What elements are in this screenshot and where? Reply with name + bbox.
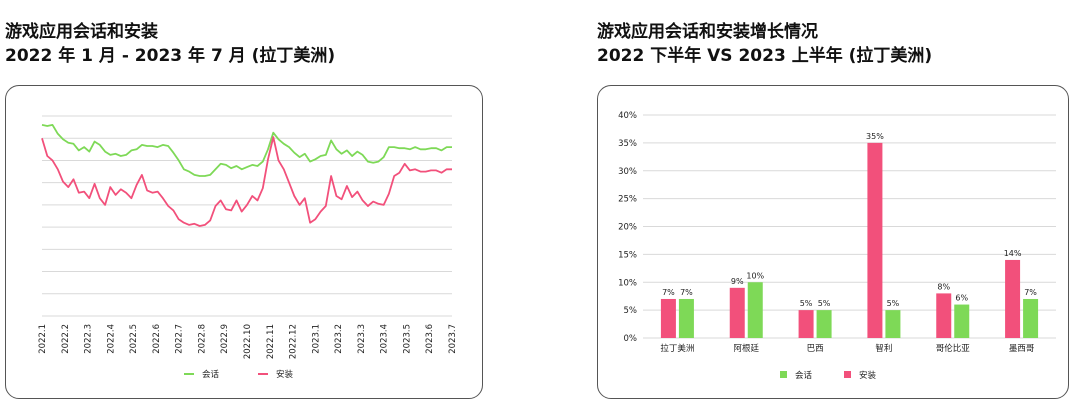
- x-tick-label: 2022.8: [197, 324, 207, 354]
- bar-value-label: 6%: [955, 294, 968, 303]
- x-tick-label: 2022.2: [61, 324, 71, 354]
- category-label: 哥伦比亚: [936, 343, 971, 354]
- x-tick-label: 2023.2: [334, 324, 344, 354]
- bar-value-label: 9%: [731, 277, 744, 286]
- bar-value-label: 7%: [680, 288, 693, 297]
- left-title-line1: 游戏应用会话和安装: [5, 22, 158, 42]
- legend-sessions-swatch: [780, 371, 787, 378]
- bar-sessions: [954, 304, 970, 338]
- x-tick-label: 2022.11: [266, 324, 276, 359]
- bar-value-label: 7%: [1024, 288, 1037, 297]
- category-label: 智利: [875, 343, 892, 354]
- category-label: 墨西哥: [1009, 344, 1035, 354]
- x-tick-label: 2022.4: [106, 324, 116, 354]
- x-tick-label: 2022.10: [243, 324, 253, 359]
- right-title-line2: 2022 下半年 VS 2023 上半年 (拉丁美洲): [597, 46, 933, 66]
- bar-sessions: [1023, 298, 1039, 338]
- legend-sessions-label: 会话: [202, 369, 220, 380]
- bar-installs: [867, 142, 883, 338]
- bar-value-label: 7%: [662, 288, 675, 297]
- series-line-sessions: [41, 124, 452, 177]
- bar-chart: 0%5%10%15%20%25%30%35%40%7% 7%拉丁美洲9%10%阿根…: [618, 111, 1056, 381]
- bar-value-label: 35%: [866, 132, 884, 141]
- y-tick-label: 0%: [624, 334, 638, 344]
- line-chart: 2022.1 2022.2 2022.3 2022.4 2022.5 2022.6 2022…: [38, 115, 458, 380]
- legend-installs-label: 安装: [859, 370, 877, 381]
- bar-chart-card: 0% 5% 10% 15% 20% 25% 30% 35% 40% 7% 7% 拉丁美洲 9% 10% 阿根…: [597, 85, 1069, 399]
- bar-installs: [798, 310, 814, 338]
- x-tick-label: 2022.3: [84, 324, 94, 354]
- left-title-line2: 2022 年 1 月 - 2023 年 7 月 (拉丁美洲): [5, 46, 336, 66]
- y-tick-label: 30%: [618, 167, 637, 177]
- category-label: 阿根廷: [733, 343, 759, 354]
- x-tick-label: 2022.12: [289, 324, 299, 359]
- bar-installs: [729, 287, 745, 338]
- legend-sessions-label: 会话: [795, 370, 813, 381]
- y-tick-label: 20%: [618, 223, 637, 233]
- x-tick-label: 2022.6: [152, 324, 162, 354]
- bar-sessions: [816, 310, 832, 338]
- x-tick-label: 2022.9: [220, 324, 230, 354]
- right-title-line1: 游戏应用会话和安装增长情况: [597, 22, 818, 42]
- y-tick-label: 25%: [618, 195, 637, 205]
- right-chart-title: 游戏应用会话和安装增长情况 2022 下半年 VS 2023 上半年 (拉丁美洲…: [597, 20, 932, 68]
- x-tick-label: 2023.1: [311, 324, 321, 354]
- bar-value-label: 5%: [887, 299, 900, 308]
- y-tick-label: 15%: [618, 250, 637, 260]
- bar-value-label: 14%: [1004, 249, 1022, 258]
- bar-sessions: [885, 310, 901, 338]
- bar-sessions: [678, 298, 694, 338]
- x-tick-label: 2023.4: [380, 324, 390, 354]
- category-label: 拉丁美洲: [660, 343, 694, 354]
- category-label: 巴西: [807, 344, 824, 354]
- bar-value-label: 10%: [746, 271, 764, 280]
- y-tick-label: 40%: [618, 111, 637, 121]
- x-tick-label: 2022.7: [175, 324, 185, 354]
- x-tick-label: 2023.6: [425, 324, 435, 354]
- y-tick-label: 35%: [618, 139, 637, 149]
- y-tick-label: 5%: [624, 306, 638, 316]
- legend-installs-swatch: [844, 371, 851, 378]
- x-tick-label: 2023.3: [357, 324, 367, 354]
- bar-installs: [936, 293, 952, 338]
- bar-value-label: 5%: [800, 299, 813, 308]
- left-chart-title: 游戏应用会话和安装 2022 年 1 月 - 2023 年 7 月 (拉丁美洲): [5, 20, 335, 68]
- bar-installs: [1005, 259, 1021, 338]
- bar-sessions: [747, 282, 763, 338]
- line-chart-card: 2022.1 2022.2 2022.3 2022.4 2022.5 2022.6 2022…: [5, 85, 483, 399]
- bar-value-label: 8%: [937, 282, 950, 291]
- x-tick-label: 2023.7: [448, 324, 458, 354]
- x-tick-label: 2022.1: [38, 324, 48, 354]
- series-line-installs: [41, 136, 452, 227]
- y-tick-label: 10%: [618, 278, 637, 288]
- bar-value-label: 5%: [818, 299, 831, 308]
- x-tick-label: 2023.5: [402, 324, 412, 354]
- legend-installs-label: 安装: [276, 369, 294, 380]
- bar-installs: [660, 298, 676, 338]
- x-tick-label: 2022.5: [129, 324, 139, 354]
